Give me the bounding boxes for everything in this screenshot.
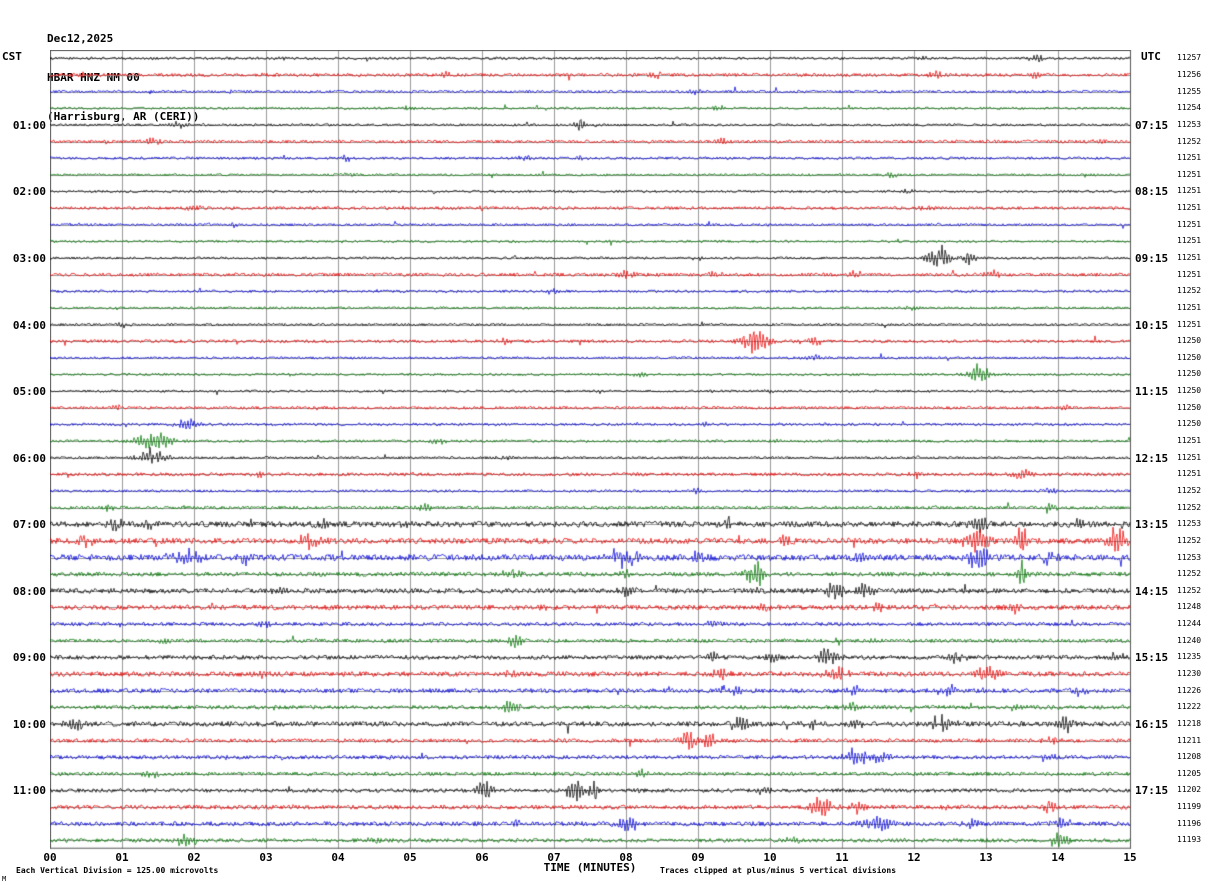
trace-scale-value: 11252 <box>1177 585 1202 595</box>
x-tick-label: 05 <box>403 851 417 864</box>
trace-scale-value: 11251 <box>1177 253 1202 262</box>
trace-scale-value: 11250 <box>1177 352 1202 362</box>
trace-scale-value: 11240 <box>1177 635 1202 645</box>
trace-scale-value: 11251 <box>1177 236 1202 246</box>
footer-vertical-division-note: Each Vertical Division = 125.00 microvol… <box>16 866 219 875</box>
x-axis-title: TIME (MINUTES) <box>543 861 637 874</box>
x-tick-label: 11 <box>835 851 849 864</box>
trace-scale-value: 11250 <box>1177 386 1202 396</box>
trace-scale-value: 11251 <box>1177 169 1202 179</box>
trace-scale-value: 11205 <box>1177 768 1202 778</box>
cst-hour-label: 03:00 <box>12 252 46 265</box>
utc-hour-label: 13:15 <box>1135 518 1169 532</box>
utc-hour-label: 11:15 <box>1135 385 1169 399</box>
trace-scale-value: 11248 <box>1177 602 1202 612</box>
x-tick-label: 08 <box>619 851 633 864</box>
cst-hour-label: 01:00 <box>12 118 46 132</box>
x-tick-label: 09 <box>691 851 705 864</box>
trace-scale-value: 11253 <box>1177 552 1202 562</box>
cst-hour-label: 04:00 <box>12 318 46 332</box>
trace-scale-value: 11252 <box>1177 286 1202 296</box>
utc-hour-label: 10:15 <box>1135 318 1169 332</box>
x-tick-label: 02 <box>187 851 201 864</box>
footer-corner-mark: M <box>2 875 7 883</box>
x-tick-label: 04 <box>331 851 345 864</box>
trace-scale-value: 11235 <box>1177 652 1202 662</box>
trace-scale-value: 11253 <box>1177 119 1202 129</box>
trace-scale-value: 11252 <box>1177 136 1202 146</box>
x-tick-label: 06 <box>475 851 489 864</box>
x-tick-label: 07 <box>547 851 561 864</box>
trace-scale-value: 11211 <box>1177 735 1202 745</box>
trace-scale-value: 11202 <box>1177 785 1202 795</box>
cst-hour-label: 08:00 <box>12 584 46 598</box>
trace-scale-value: 11244 <box>1177 619 1202 629</box>
x-tick-label: 15 <box>1123 851 1137 864</box>
trace-scale-value: 11251 <box>1177 219 1202 229</box>
trace-scale-value: 11257 <box>1177 53 1202 63</box>
trace-scale-value: 11251 <box>1177 203 1202 213</box>
x-tick-label: 13 <box>979 851 993 864</box>
trace-scale-value: 11251 <box>1177 469 1202 479</box>
footer-clip-note: Traces clipped at plus/minus 5 vertical … <box>660 866 897 875</box>
utc-hour-label: 14:15 <box>1135 584 1169 598</box>
trace-scale-value: 11196 <box>1177 818 1202 828</box>
left-axis-header: CST <box>2 50 22 63</box>
cst-hour-label: 11:00 <box>12 784 46 798</box>
cst-hour-label: 09:00 <box>12 651 46 665</box>
x-tick-label: 00 <box>43 851 57 864</box>
x-tick-label: 14 <box>1051 851 1065 864</box>
right-axis-header: UTC <box>1141 50 1161 63</box>
trace-scale-value: 11252 <box>1177 569 1202 579</box>
trace-scale-value: 11251 <box>1177 153 1202 163</box>
utc-hour-label: 07:15 <box>1135 118 1169 132</box>
utc-hour-label: 12:15 <box>1135 451 1169 465</box>
utc-hour-label: 09:15 <box>1135 252 1169 265</box>
trace-scale-value: 11218 <box>1177 718 1202 728</box>
utc-hour-label: 16:15 <box>1135 717 1169 731</box>
x-tick-label: 03 <box>259 851 273 864</box>
trace-scale-value: 11251 <box>1177 269 1202 279</box>
trace-scale-value: 11250 <box>1177 336 1202 346</box>
trace-scale-value: 11250 <box>1177 369 1202 379</box>
trace-scale-value: 11230 <box>1177 669 1202 678</box>
trace-scale-value: 11256 <box>1177 69 1202 79</box>
trace-scale-value: 11254 <box>1177 103 1202 113</box>
seismogram-plot <box>50 50 1132 851</box>
title-date: Dec12,2025 <box>47 32 114 45</box>
trace-scale-value: 11250 <box>1177 419 1202 429</box>
x-tick-label: 12 <box>907 851 921 864</box>
x-tick-label: 01 <box>115 851 129 864</box>
trace-scale-value: 11252 <box>1177 535 1202 545</box>
x-tick-label: 10 <box>763 851 777 864</box>
utc-hour-label: 17:15 <box>1135 784 1169 798</box>
trace-scale-value: 11226 <box>1177 685 1202 695</box>
trace-scale-value: 11255 <box>1177 86 1202 96</box>
trace-scale-value: 11251 <box>1177 436 1202 446</box>
utc-hour-label: 08:15 <box>1135 185 1169 199</box>
trace-scale-value: 11252 <box>1177 485 1202 495</box>
utc-hour-label: 15:15 <box>1135 651 1169 665</box>
trace-scale-value: 11252 <box>1177 502 1202 512</box>
trace-scale-value: 11222 <box>1177 702 1202 712</box>
trace-scale-value: 11251 <box>1177 452 1202 462</box>
trace-scale-value: 11251 <box>1177 302 1202 312</box>
cst-hour-label: 05:00 <box>12 385 46 399</box>
trace-scale-value: 11251 <box>1177 319 1202 329</box>
trace-scale-value: 11208 <box>1177 752 1202 762</box>
cst-hour-label: 06:00 <box>12 451 46 465</box>
cst-hour-label: 10:00 <box>12 717 46 731</box>
trace-scale-value: 11253 <box>1177 519 1202 529</box>
trace-scale-value: 11193 <box>1177 835 1202 845</box>
trace-scale-value: 11199 <box>1177 802 1202 812</box>
trace-scale-value: 11250 <box>1177 402 1202 412</box>
cst-hour-label: 07:00 <box>12 518 46 532</box>
cst-hour-label: 02:00 <box>12 185 46 199</box>
trace-scale-value: 11251 <box>1177 186 1202 196</box>
